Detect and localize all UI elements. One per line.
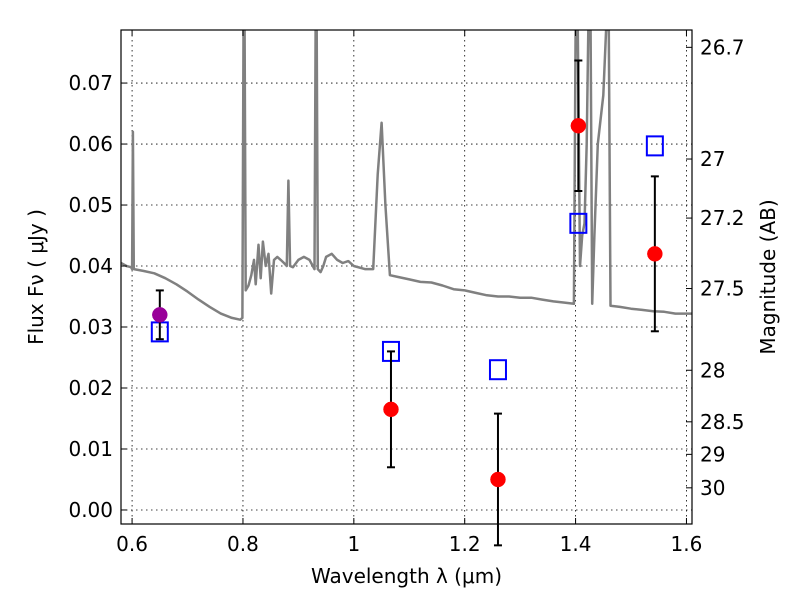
y-tick-label: 0.01 <box>68 437 113 461</box>
axis-ticks: 0.6 0.8 1 1.2 1.4 1.6 0.00 0.01 0.02 0.03 0.04 0.05… <box>68 30 745 556</box>
observed-flux-point <box>383 401 399 418</box>
y-axis-label: Flux Fν ( μJy ) <box>24 209 48 345</box>
x-tick-label: 0.6 <box>116 532 148 556</box>
plot-frame <box>120 29 693 525</box>
y-tick-label: 0.00 <box>68 498 113 522</box>
observed-flux-point <box>490 471 506 488</box>
right-tick-label: 28 <box>700 358 725 382</box>
photometry-points <box>150 59 664 547</box>
right-tick-label: 27.5 <box>700 277 745 301</box>
y-tick-label: 0.02 <box>68 376 113 400</box>
x-axis-label: Wavelength λ (μm) <box>311 564 502 588</box>
model-spectrum <box>121 30 692 321</box>
x-tick-label: 0.8 <box>227 532 259 556</box>
observed-flux-point <box>570 118 587 134</box>
y-tick-label: 0.03 <box>68 315 113 339</box>
observed-flux-point <box>152 307 168 323</box>
right-tick-label: 29 <box>700 442 725 466</box>
x-tick-label: 1.4 <box>560 532 592 556</box>
right-tick-label: 26.7 <box>700 35 745 59</box>
y-tick-label: 0.07 <box>68 71 113 95</box>
grid-lines <box>121 30 692 524</box>
model-band-square <box>488 359 507 381</box>
x-tick-label: 1.6 <box>671 532 703 556</box>
y-tick-label: 0.06 <box>68 132 113 156</box>
model-band-square <box>645 135 664 157</box>
observed-flux-point <box>647 246 663 262</box>
right-axis-label: Magnitude (AB) <box>756 199 780 354</box>
y-tick-label: 0.05 <box>68 193 113 217</box>
right-tick-label: 27 <box>700 147 725 171</box>
x-tick-label: 1.2 <box>449 532 481 556</box>
right-tick-label: 27.2 <box>700 206 745 230</box>
right-tick-label: 28.5 <box>700 410 745 434</box>
x-tick-label: 1 <box>347 532 360 556</box>
model-spectrum-line <box>121 30 692 321</box>
right-tick-label: 30 <box>700 476 725 500</box>
model-band-square <box>569 212 588 234</box>
y-tick-label: 0.04 <box>68 254 113 278</box>
